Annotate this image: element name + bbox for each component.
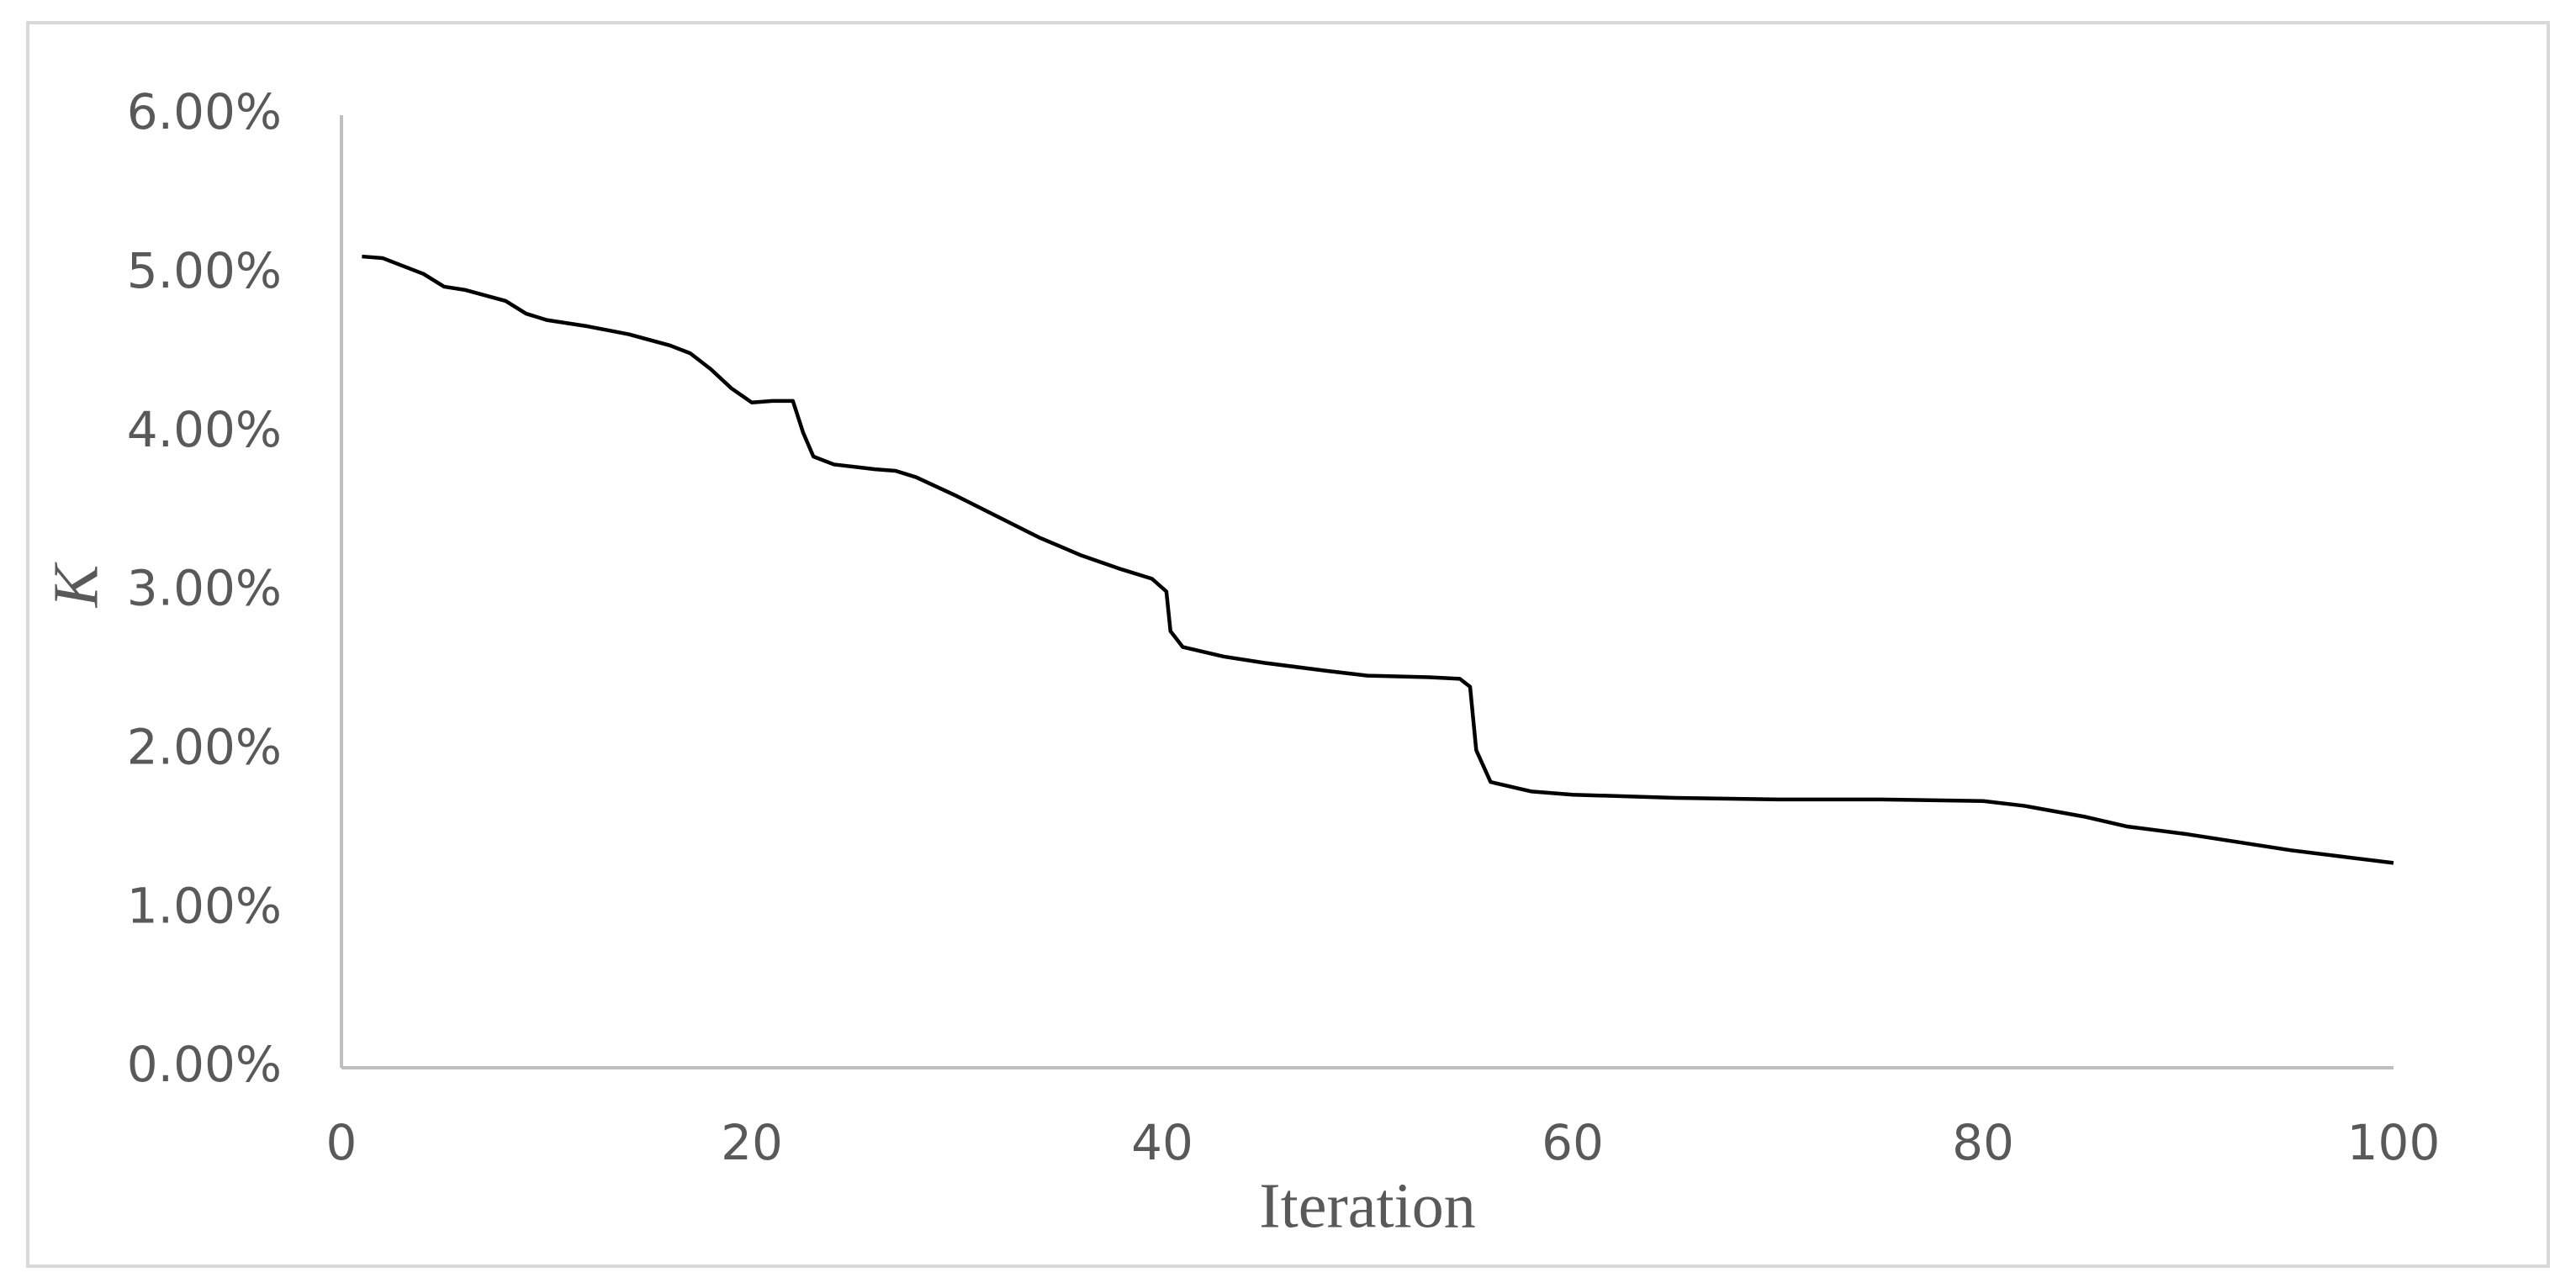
- y-axis-title: K: [40, 562, 111, 608]
- y-tick-label: 3.00%: [127, 560, 282, 617]
- chart-frame: [26, 21, 2550, 1268]
- y-tick-label: 0.00%: [127, 1036, 282, 1093]
- x-tick-label: 20: [721, 1114, 783, 1171]
- x-tick-label: 100: [2347, 1114, 2441, 1171]
- x-tick-label: 40: [1131, 1114, 1193, 1171]
- y-tick-label: 6.00%: [127, 83, 282, 140]
- y-tick-label: 5.00%: [127, 242, 282, 299]
- x-tick-label: 80: [1952, 1114, 2014, 1171]
- y-tick-label: 4.00%: [127, 401, 282, 458]
- y-tick-label: 2.00%: [127, 718, 282, 775]
- x-tick-label: 0: [326, 1114, 357, 1171]
- x-tick-label: 60: [1542, 1114, 1604, 1171]
- data-line: [362, 254, 2394, 865]
- x-axis-title: Iteration: [1259, 1170, 1475, 1241]
- y-tick-label: 1.00%: [127, 877, 282, 934]
